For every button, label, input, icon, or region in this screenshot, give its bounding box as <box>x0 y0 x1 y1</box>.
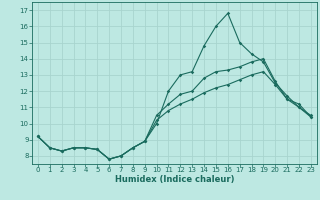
X-axis label: Humidex (Indice chaleur): Humidex (Indice chaleur) <box>115 175 234 184</box>
